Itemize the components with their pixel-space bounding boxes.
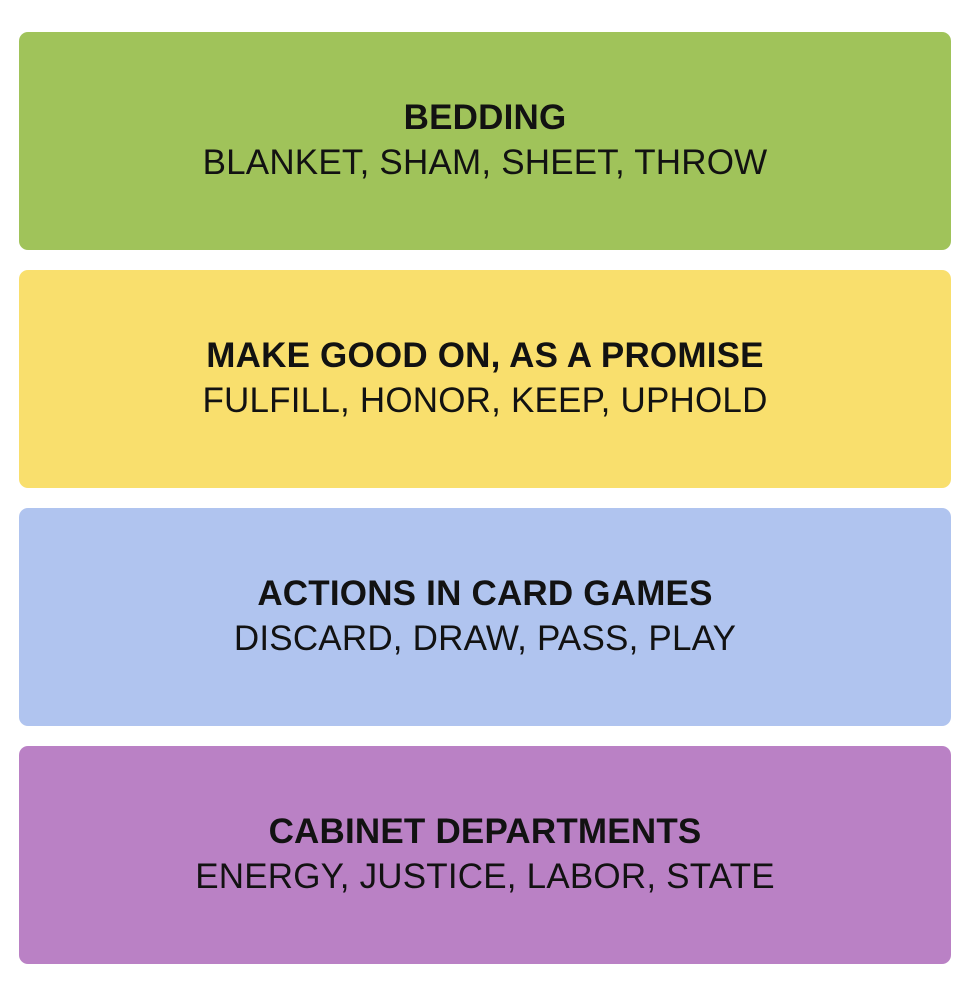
- group-category-title: ACTIONS IN CARD GAMES: [257, 574, 713, 613]
- group-member-words: ENERGY, JUSTICE, LABOR, STATE: [195, 857, 775, 896]
- solved-group-yellow: BEDDING BLANKET, SHAM, SHEET, THROW: [19, 32, 951, 250]
- solved-group-green: MAKE GOOD ON, AS A PROMISE FULFILL, HONO…: [19, 270, 951, 488]
- group-category-title: MAKE GOOD ON, AS A PROMISE: [206, 336, 764, 375]
- solved-group-purple: CABINET DEPARTMENTS ENERGY, JUSTICE, LAB…: [19, 746, 951, 964]
- group-member-words: BLANKET, SHAM, SHEET, THROW: [202, 143, 768, 182]
- group-member-words: DISCARD, DRAW, PASS, PLAY: [233, 619, 737, 658]
- group-category-title: BEDDING: [403, 98, 567, 137]
- group-category-title: CABINET DEPARTMENTS: [268, 812, 702, 851]
- group-member-words: FULFILL, HONOR, KEEP, UPHOLD: [202, 381, 768, 420]
- solved-groups-board: BEDDING BLANKET, SHAM, SHEET, THROW MAKE…: [19, 32, 951, 964]
- solved-group-blue: ACTIONS IN CARD GAMES DISCARD, DRAW, PAS…: [19, 508, 951, 726]
